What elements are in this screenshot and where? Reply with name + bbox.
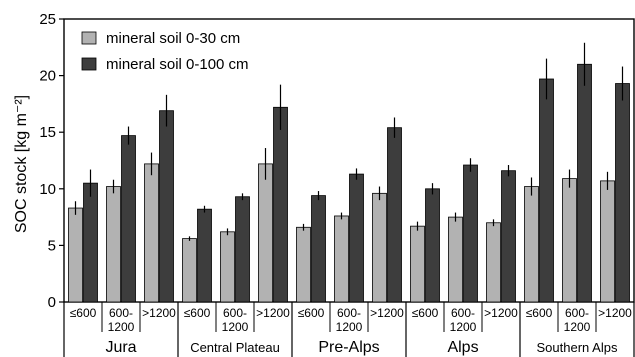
legend-swatch bbox=[81, 57, 97, 71]
category-label: 600- bbox=[109, 306, 133, 320]
category-label: ≤600 bbox=[70, 306, 97, 320]
category-label: >1200 bbox=[256, 306, 290, 320]
bar bbox=[235, 196, 250, 303]
bar bbox=[562, 178, 577, 303]
category-label: 1200 bbox=[108, 320, 135, 334]
bar bbox=[273, 106, 288, 303]
group-label: Pre-Alps bbox=[318, 339, 379, 356]
category-label: 600- bbox=[451, 306, 475, 320]
bar bbox=[121, 135, 136, 303]
y-tick-label: 5 bbox=[48, 237, 56, 254]
bar bbox=[463, 164, 478, 303]
legend-swatch bbox=[81, 31, 97, 45]
bar bbox=[387, 127, 402, 303]
bar bbox=[68, 207, 83, 303]
bar bbox=[539, 78, 554, 303]
category-label: ≤600 bbox=[412, 306, 439, 320]
category-label: 600- bbox=[337, 306, 361, 320]
plot-frame bbox=[63, 18, 635, 303]
category-label: >1200 bbox=[484, 306, 518, 320]
bar bbox=[106, 186, 121, 303]
legend-label: mineral soil 0-100 cm bbox=[106, 56, 249, 73]
bar bbox=[334, 215, 349, 303]
category-label: 1200 bbox=[564, 320, 591, 334]
group-label: Jura bbox=[105, 339, 136, 356]
category-label: ≤600 bbox=[526, 306, 553, 320]
category-label: >1200 bbox=[370, 306, 404, 320]
bar bbox=[425, 188, 440, 303]
legend: mineral soil 0-30 cm mineral soil 0-100 c… bbox=[81, 30, 249, 73]
bar bbox=[182, 238, 197, 303]
bar bbox=[615, 83, 630, 303]
category-label: 1200 bbox=[336, 320, 363, 334]
y-tick-label: 10 bbox=[39, 181, 56, 198]
bar bbox=[501, 170, 516, 303]
bar bbox=[486, 222, 501, 303]
bar bbox=[372, 192, 387, 303]
bar bbox=[524, 186, 539, 303]
group-label: Alps bbox=[447, 339, 478, 356]
y-tick-label: 0 bbox=[48, 294, 56, 311]
y-tick-label: 15 bbox=[39, 124, 56, 141]
y-tick-label: 20 bbox=[39, 68, 56, 85]
legend-label: mineral soil 0-30 cm bbox=[106, 30, 240, 47]
bar bbox=[144, 163, 159, 303]
category-label: ≤600 bbox=[298, 306, 325, 320]
category-label: 600- bbox=[565, 306, 589, 320]
bar bbox=[349, 173, 364, 303]
y-axis-label: SOC stock [kg m⁻²] bbox=[13, 95, 30, 233]
category-label: 1200 bbox=[222, 320, 249, 334]
bar bbox=[258, 163, 273, 303]
category-label: 600- bbox=[223, 306, 247, 320]
bar bbox=[600, 180, 615, 303]
bar bbox=[159, 110, 174, 303]
bar bbox=[410, 225, 425, 303]
category-label: ≤600 bbox=[184, 306, 211, 320]
category-label: 1200 bbox=[450, 320, 477, 334]
bar bbox=[577, 63, 592, 303]
bar bbox=[311, 195, 326, 303]
bar bbox=[448, 216, 463, 303]
group-label: Central Plateau bbox=[190, 340, 280, 355]
bar bbox=[197, 208, 212, 303]
y-tick-label: 25 bbox=[39, 11, 56, 28]
group-label: Southern Alps bbox=[537, 340, 618, 355]
bar bbox=[296, 226, 311, 303]
category-label: >1200 bbox=[142, 306, 176, 320]
category-label: >1200 bbox=[598, 306, 632, 320]
bar bbox=[83, 182, 98, 303]
bar bbox=[220, 231, 235, 303]
